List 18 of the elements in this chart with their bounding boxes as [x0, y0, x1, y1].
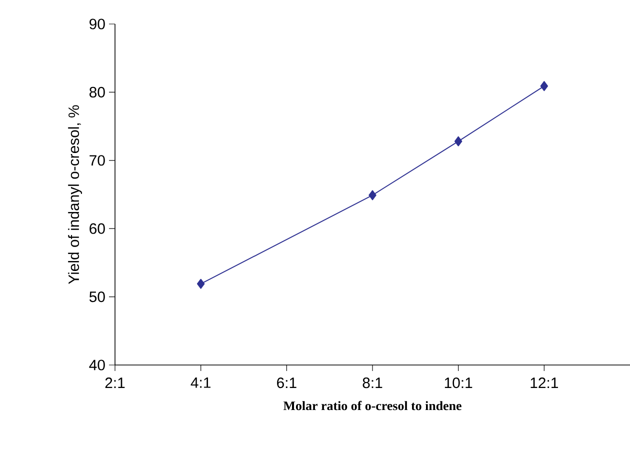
x-tick-label: 6:1	[277, 378, 296, 388]
y-tick-label: 70	[90, 155, 105, 166]
y-tick-label: 90	[90, 18, 105, 30]
x-tick-label: 8:1	[362, 378, 382, 388]
x-tick-label: 2:1	[105, 378, 125, 388]
y-tick-label: 40	[89, 360, 105, 370]
y-tick-label: 80	[90, 86, 105, 98]
x-axis-title: Molar ratio of o-cresol to indene	[283, 400, 462, 410]
point	[196, 278, 205, 289]
y-axis-title: Yield of indanyl o-cresol, %	[68, 105, 82, 284]
y-tick-label: 50	[89, 292, 105, 302]
point	[454, 136, 462, 146]
y-tick-label: 60	[90, 223, 105, 234]
x-tick-label: 10:1	[444, 378, 472, 388]
x-tick-label: 12:1	[530, 378, 558, 388]
x-tick-label: 4:1	[190, 378, 210, 388]
point	[368, 190, 376, 200]
point	[540, 81, 548, 92]
